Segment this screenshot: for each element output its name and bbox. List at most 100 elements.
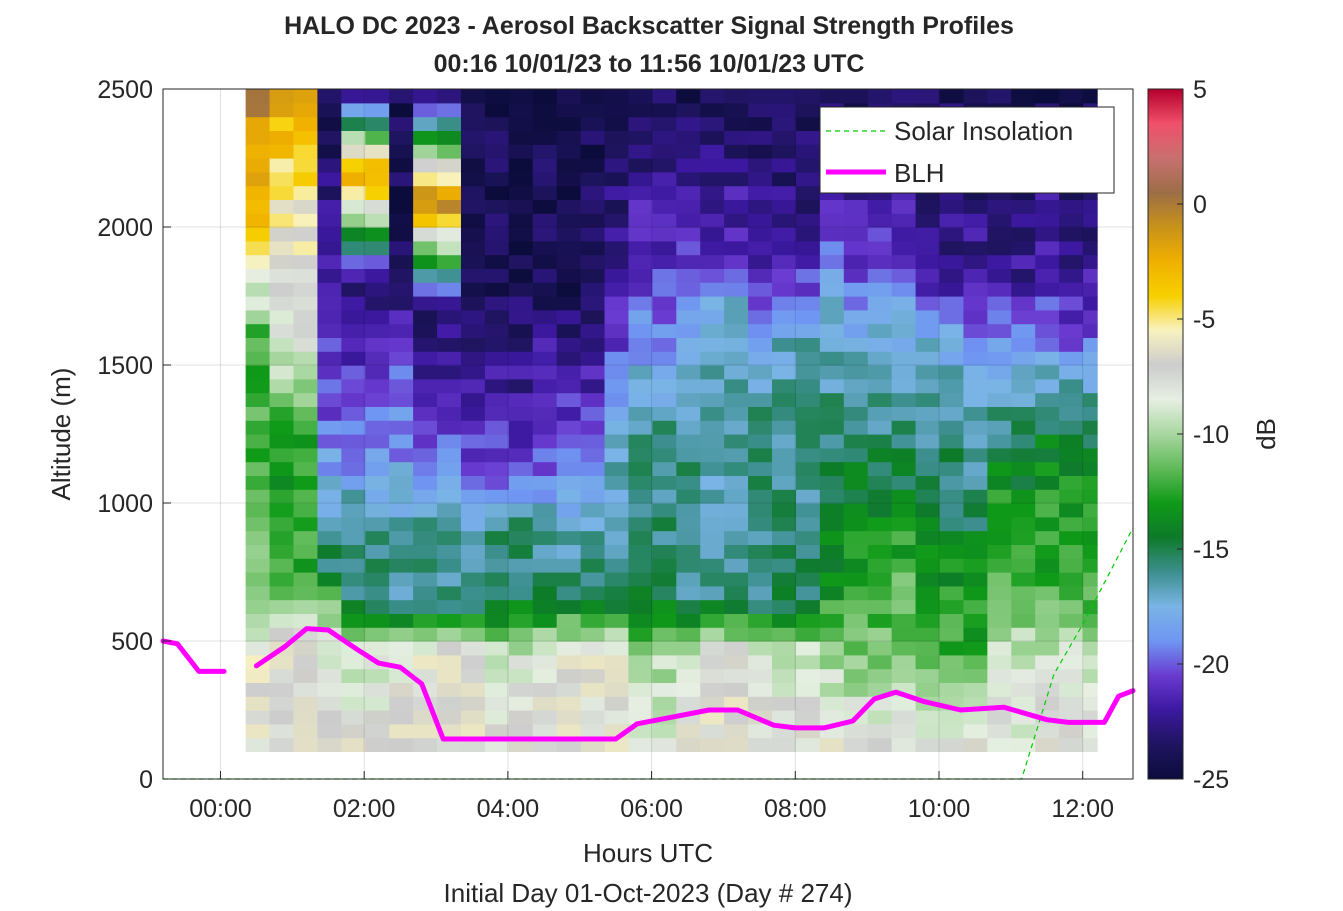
heatmap-cell [580,654,606,670]
heatmap-cell [293,213,319,228]
heatmap-cell [269,627,295,642]
heatmap-cell [628,558,653,573]
heatmap-cell [365,585,390,601]
heatmap-cell [269,696,295,711]
heatmap-cell [556,144,582,159]
heatmap-cell [915,613,941,628]
heatmap-cell [437,268,462,283]
heatmap-cell [867,668,893,683]
heatmap-cell [389,627,414,642]
heatmap-cell [652,213,677,228]
heatmap-cell [628,144,653,159]
heatmap-cell [389,227,414,242]
heatmap-cell [891,723,917,739]
heatmap-cell [460,199,486,214]
heatmap-cell [772,102,797,118]
heatmap-cell [604,599,630,614]
heatmap-cell [891,599,917,614]
heatmap-cell [987,392,1012,407]
heatmap-cell [580,240,606,256]
heatmap-cell [604,530,630,545]
heatmap-cell [795,309,821,325]
heatmap-cell [724,116,749,131]
heatmap-cell [460,351,486,366]
heatmap-cell [795,572,821,587]
heatmap-cell [437,227,462,242]
heatmap-cell [437,420,462,435]
heatmap-cell [652,406,677,421]
heatmap-cell [724,696,749,711]
heatmap-cell [413,116,438,131]
heatmap-cell [269,171,295,187]
heatmap-cell [389,378,414,394]
heatmap-cell [963,461,988,476]
heatmap-cell [1011,516,1036,532]
heatmap-cell [580,392,606,407]
heatmap-cell [1083,89,1098,104]
heatmap-cell [700,599,725,614]
heatmap-cell [365,102,390,118]
heatmap-cell [245,116,271,131]
heatmap-cell [556,585,582,601]
heatmap-cell [556,572,582,587]
heatmap-cell [843,613,869,628]
heatmap-cell [365,668,390,683]
heatmap-cell [508,516,534,532]
chart-title: HALO DC 2023 - Aerosol Backscatter Signa… [284,12,1014,40]
heatmap-cell [389,130,414,145]
heatmap-cell [1011,599,1036,614]
heatmap-cell [245,599,271,614]
heatmap-cell [891,309,917,325]
heatmap-cell [772,572,797,587]
heatmap-cell [891,199,917,214]
heatmap-cell [532,530,558,545]
heatmap-cell [1059,723,1084,739]
heatmap-cell [532,158,558,173]
heatmap-cell [556,710,582,725]
heatmap-cell [389,489,414,504]
heatmap-cell [795,668,821,683]
heatmap-cell [1035,558,1060,573]
heatmap-cell [915,254,941,269]
heatmap-cell [1083,475,1098,490]
heatmap-cell [963,199,988,214]
heatmap-cell [389,516,414,532]
heatmap-cell [700,171,725,187]
heatmap-cell [389,254,414,269]
heatmap-cell [843,530,869,545]
heatmap-cell [413,461,438,476]
heatmap-cell [556,641,582,656]
heatmap-cell [437,475,462,490]
heatmap-cell [460,254,486,269]
heatmap-cell [915,296,941,311]
heatmap-cell [1035,516,1060,532]
heatmap-cell [484,227,510,242]
heatmap-cell [245,447,271,463]
heatmap-cell [963,282,988,297]
heatmap-cell [1059,351,1084,366]
heatmap-cell [819,378,845,394]
heatmap-cell [437,572,462,587]
heatmap-cell [676,406,701,421]
heatmap-cell [700,710,725,725]
heatmap-cell [795,130,821,145]
heatmap-cell [1035,682,1060,697]
heatmap-cell [460,599,486,614]
heatmap-cell [891,475,917,490]
heatmap-cell [317,434,342,449]
heatmap-cell [245,309,271,325]
heatmap-cell [987,503,1012,518]
heatmap-cell [269,268,295,283]
heatmap-cell [317,516,342,532]
heatmap-cell [341,516,366,532]
heatmap-cell [1035,475,1060,490]
heatmap-cell [437,296,462,311]
heatmap-cell [532,337,558,352]
heatmap-cell [413,572,438,587]
heatmap-cell [748,254,773,269]
heatmap-cell [772,309,797,325]
heatmap-cell [891,530,917,545]
heatmap-cell [413,737,438,752]
heatmap-cell [580,599,606,614]
y-axis-label: Altitude (m) [46,368,76,501]
